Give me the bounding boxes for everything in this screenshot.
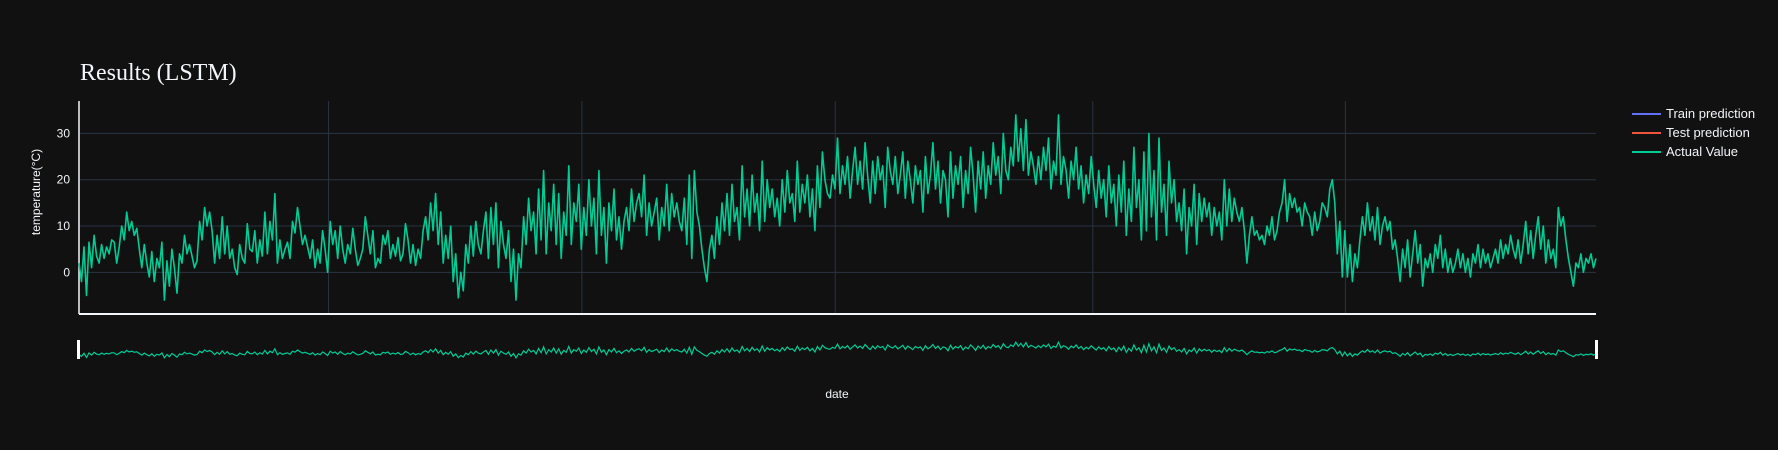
y-tick-label: 30	[57, 126, 71, 140]
y-tick-label: 0	[63, 265, 70, 279]
legend-label-test-prediction: Test prediction	[1666, 125, 1750, 140]
x-axis-title: date	[825, 387, 849, 401]
y-tick-label: 10	[57, 219, 71, 233]
rangeslider-handle-left[interactable]	[77, 340, 80, 359]
rangeslider[interactable]	[77, 340, 1598, 359]
legend-item-actual-value[interactable]: Actual Value	[1632, 144, 1738, 159]
series-line-actual-value	[78, 114, 1597, 301]
y-tick-label: 20	[57, 173, 71, 187]
rangeslider-handle-right[interactable]	[1595, 340, 1598, 359]
plot-area	[78, 114, 1597, 301]
chart-title: Results (LSTM)	[80, 60, 237, 86]
rangeslider-preview	[78, 340, 1597, 359]
legend: Train prediction Test prediction Actual …	[1632, 106, 1755, 159]
rangeslider-background	[79, 341, 1596, 359]
y-axis-title: temperature(°C)	[29, 149, 43, 235]
x-grid	[328, 101, 1346, 314]
rangeslider-series-line	[78, 340, 1597, 359]
y-tick-labels: 30 20 10 0	[57, 126, 71, 279]
legend-label-actual-value: Actual Value	[1666, 144, 1738, 159]
legend-item-test-prediction[interactable]: Test prediction	[1632, 125, 1750, 140]
legend-item-train-prediction[interactable]: Train prediction	[1632, 106, 1755, 121]
legend-label-train-prediction: Train prediction	[1666, 106, 1755, 121]
